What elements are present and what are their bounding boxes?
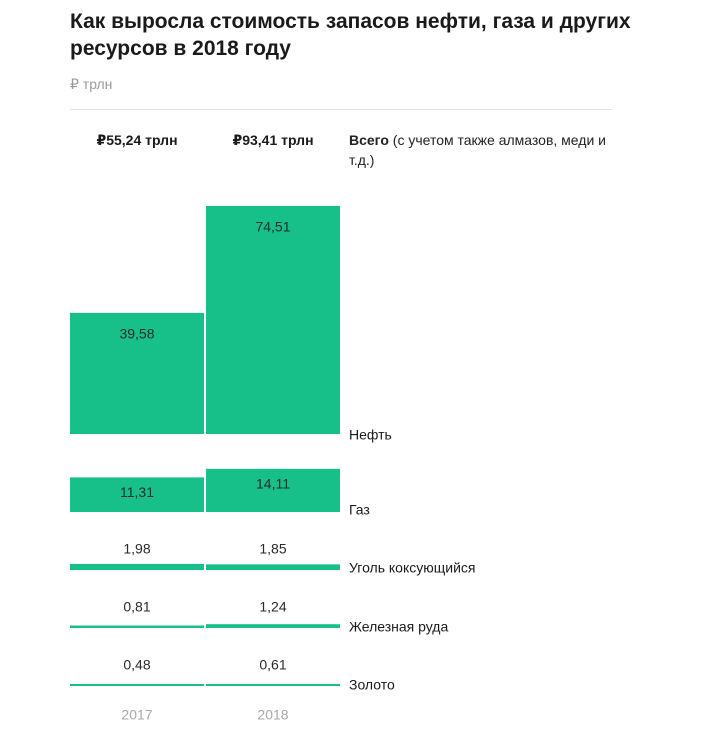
value-label-4-2017: 0,48 (123, 657, 150, 673)
bar-0-2018 (206, 205, 340, 434)
series-label-4: Золото (349, 677, 395, 693)
value-label-4-2018: 0,61 (259, 657, 286, 673)
value-label-0-2018: 74,51 (255, 219, 290, 235)
series-label-0: Нефть (349, 427, 392, 443)
year-label-2017: 2017 (121, 707, 152, 723)
value-label-2-2018: 1,85 (259, 541, 286, 557)
bar-1-2017 (70, 477, 204, 512)
total-2017: ₽55,24 трлн (96, 132, 178, 148)
series-label-1: Газ (349, 502, 370, 518)
chart-title: Как выросла стоимость запасов нефти, газ… (70, 10, 631, 60)
total-description: Всего (с учетом также алмазов, меди и т.… (349, 130, 609, 170)
bar-4-2017 (70, 684, 204, 686)
header-divider (70, 109, 612, 110)
unit-label: ₽ трлн (70, 76, 113, 92)
series-label-3: Железная руда (349, 619, 448, 635)
value-label-2-2017: 1,98 (123, 541, 150, 557)
bar-3-2017 (70, 625, 204, 628)
total-label-bold: Всего (349, 132, 389, 148)
total-label-rest: (с учетом также алмазов, меди и т.д.) (349, 132, 606, 168)
value-label-1-2017: 11,31 (120, 484, 154, 500)
bar-3-2018 (206, 624, 340, 628)
bar-0-2017 (70, 312, 204, 434)
bar-1-2018 (206, 468, 340, 512)
series-label-2: Уголь коксующийся (349, 560, 476, 576)
total-2018: ₽93,41 трлн (232, 132, 314, 148)
bar-2-2017 (70, 563, 204, 570)
value-label-0-2017: 39,58 (119, 326, 154, 342)
value-label-3-2017: 0,81 (123, 599, 150, 615)
bar-4-2018 (206, 684, 340, 686)
value-label-1-2018: 14,11 (256, 476, 290, 492)
value-label-3-2018: 1,24 (259, 599, 286, 615)
year-label-2018: 2018 (257, 707, 288, 723)
bar-2-2018 (206, 564, 340, 570)
